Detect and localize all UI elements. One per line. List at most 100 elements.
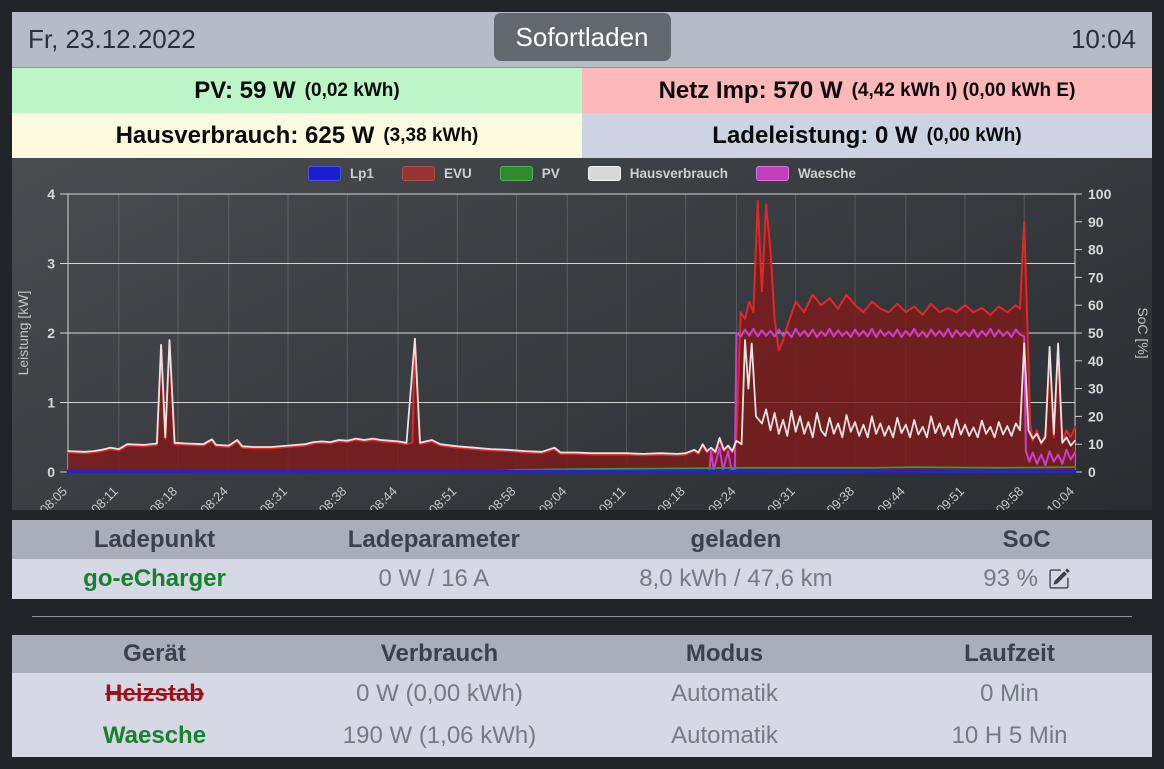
- svg-text:1: 1: [47, 395, 55, 411]
- svg-text:30: 30: [1088, 381, 1104, 397]
- legend-label: EVU: [443, 166, 472, 181]
- device-row-heizstab: Heizstab 0 W (0,00 kWh) Automatik 0 Min: [12, 673, 1152, 715]
- device-name[interactable]: Waesche: [12, 715, 297, 757]
- svg-text:08:44: 08:44: [367, 484, 401, 510]
- grid-status-cell: Netz Imp: 570 W (4,42 kWh I) (0,00 kWh E…: [582, 68, 1152, 113]
- charge-power: Ladeleistung: 0 W: [712, 121, 918, 149]
- svg-text:4: 4: [47, 186, 55, 202]
- evu-swatch-icon: [401, 166, 435, 181]
- svg-text:09:31: 09:31: [764, 484, 798, 510]
- chargepoint-row: go-eCharger 0 W / 16 A 8,0 kWh / 47,6 km…: [12, 559, 1152, 599]
- legend-label: Lp1: [349, 166, 374, 181]
- grid-power: Netz Imp: 570 W: [658, 76, 843, 104]
- pv-status-cell: PV: 59 W (0,02 kWh): [12, 68, 582, 113]
- svg-text:08:31: 08:31: [257, 484, 291, 510]
- grid-energy: (4,42 kWh I) (0,00 kWh E): [851, 79, 1076, 101]
- svg-text:10: 10: [1088, 436, 1104, 452]
- svg-text:70: 70: [1088, 269, 1104, 285]
- svg-text:09:51: 09:51: [934, 484, 968, 510]
- svg-text:0: 0: [1088, 464, 1096, 480]
- charge-mode-button[interactable]: Sofortladen: [493, 12, 671, 61]
- device-runtime: 10 H 5 Min: [867, 715, 1152, 757]
- svg-text:0: 0: [47, 464, 55, 480]
- legend-label: PV: [541, 166, 560, 181]
- chart-legend: Lp1 EVU PV Hausverbrauch Waesche: [12, 166, 1152, 181]
- pv-swatch-icon: [499, 166, 533, 181]
- svg-text:08:38: 08:38: [316, 484, 350, 510]
- charge-status-cell: Ladeleistung: 0 W (0,00 kWh): [582, 113, 1152, 158]
- svg-text:3: 3: [47, 256, 55, 272]
- svg-text:09:04: 09:04: [536, 484, 570, 510]
- hausverbrauch-swatch-icon: [587, 166, 621, 181]
- svg-text:09:58: 09:58: [993, 484, 1027, 510]
- charged-amount: 8,0 kWh / 47,6 km: [570, 559, 902, 599]
- top-bar: Fr, 23.12.2022 Sofortladen 10:04: [12, 12, 1152, 68]
- device-mode: Automatik: [582, 715, 867, 757]
- svg-text:100: 100: [1088, 186, 1112, 202]
- col-geraet: Gerät: [12, 635, 297, 673]
- house-status-cell: Hausverbrauch: 625 W (3,38 kWh): [12, 113, 582, 158]
- col-ladepunkt: Ladepunkt: [12, 520, 297, 559]
- legend-item-lp1: Lp1: [307, 166, 374, 181]
- charge-energy: (0,00 kWh): [926, 124, 1022, 146]
- device-header-row: Gerät Verbrauch Modus Laufzeit: [12, 635, 1152, 673]
- device-table: Gerät Verbrauch Modus Laufzeit Heizstab …: [12, 635, 1152, 757]
- svg-text:09:11: 09:11: [596, 484, 629, 510]
- chargepoint-table-wrap: Ladepunkt Ladeparameter geladen SoC go-e…: [12, 520, 1152, 599]
- date-label: Fr, 23.12.2022: [28, 24, 196, 54]
- col-laufzeit: Laufzeit: [867, 635, 1152, 673]
- svg-text:08:11: 08:11: [88, 484, 121, 510]
- chargepoint-table: Ladepunkt Ladeparameter geladen SoC go-e…: [12, 520, 1152, 599]
- col-ladeparameter: Ladeparameter: [297, 520, 571, 559]
- chargepoint-header-row: Ladepunkt Ladeparameter geladen SoC: [12, 520, 1152, 559]
- legend-item-waesche: Waesche: [756, 166, 856, 181]
- svg-text:20: 20: [1088, 408, 1104, 424]
- legend-item-pv: PV: [499, 166, 560, 181]
- soc-value: 93 %: [983, 565, 1038, 592]
- house-energy: (3,38 kWh): [383, 124, 479, 146]
- svg-text:40: 40: [1088, 353, 1104, 369]
- chargepoint-name: go-eCharger: [12, 559, 297, 599]
- svg-text:2: 2: [47, 325, 55, 341]
- waesche-swatch-icon: [756, 166, 790, 181]
- edit-soc-icon[interactable]: [1048, 568, 1070, 590]
- pv-energy: (0,02 kWh): [304, 79, 400, 101]
- svg-text:08:24: 08:24: [197, 484, 231, 510]
- col-soc: SoC: [901, 520, 1152, 559]
- col-verbrauch: Verbrauch: [297, 635, 582, 673]
- legend-label: Hausverbrauch: [629, 166, 729, 181]
- device-consumption: 0 W (0,00 kWh): [297, 673, 582, 715]
- svg-text:60: 60: [1088, 297, 1104, 313]
- svg-text:90: 90: [1088, 214, 1104, 230]
- svg-text:08:18: 08:18: [147, 484, 181, 510]
- svg-text:09:38: 09:38: [824, 484, 858, 510]
- svg-text:80: 80: [1088, 242, 1104, 258]
- soc-value-cell: 93 %: [901, 559, 1152, 599]
- col-geladen: geladen: [570, 520, 902, 559]
- charge-params: 0 W / 16 A: [297, 559, 571, 599]
- device-mode: Automatik: [582, 673, 867, 715]
- col-modus: Modus: [582, 635, 867, 673]
- legend-item-evu: EVU: [401, 166, 472, 181]
- device-name[interactable]: Heizstab: [12, 673, 297, 715]
- svg-text:08:51: 08:51: [426, 484, 460, 510]
- svg-text:09:18: 09:18: [654, 484, 688, 510]
- section-divider: [32, 616, 1132, 617]
- svg-text:08:58: 08:58: [485, 484, 519, 510]
- legend-item-hausverbrauch: Hausverbrauch: [587, 166, 729, 181]
- svg-text:10:04: 10:04: [1044, 484, 1078, 510]
- legend-label: Waesche: [798, 166, 857, 181]
- lp1-swatch-icon: [307, 166, 341, 181]
- house-power: Hausverbrauch: 625 W: [115, 121, 375, 149]
- device-row-waesche: Waesche 190 W (1,06 kWh) Automatik 10 H …: [12, 715, 1152, 757]
- svg-text:50: 50: [1088, 325, 1104, 341]
- pv-power: PV: 59 W: [194, 76, 296, 104]
- svg-text:08:05: 08:05: [37, 484, 71, 510]
- power-status-grid: PV: 59 W (0,02 kWh) Netz Imp: 570 W (4,4…: [12, 68, 1152, 158]
- svg-text:SoC [%]: SoC [%]: [1135, 307, 1151, 358]
- svg-text:Leistung [kW]: Leistung [kW]: [15, 291, 31, 376]
- device-runtime: 0 Min: [867, 673, 1152, 715]
